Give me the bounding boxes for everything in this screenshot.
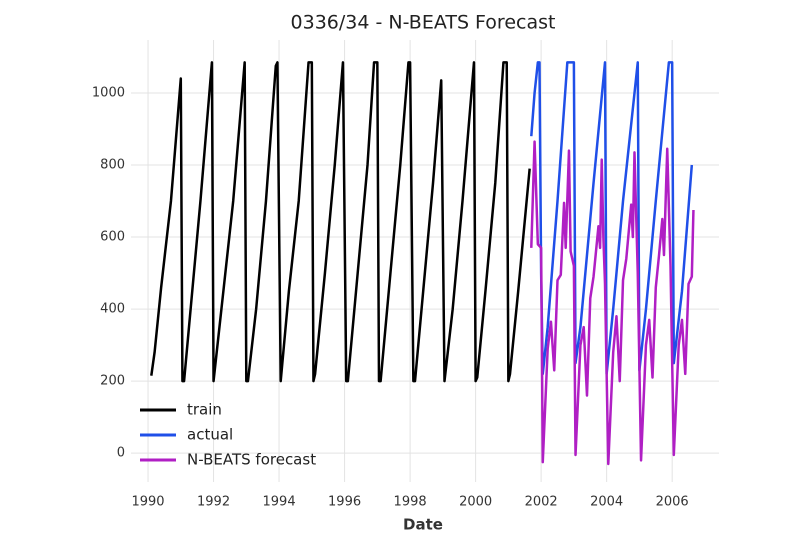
legend-label: actual [187, 426, 233, 444]
y-tick-label: 600 [100, 230, 125, 245]
x-tick-label: 1992 [197, 495, 230, 510]
y-tick-label: 0 [117, 446, 125, 461]
x-tick-label: 1990 [131, 495, 164, 510]
x-tick-label: 2002 [525, 495, 558, 510]
line-series [530, 140, 695, 466]
x-tick-label: 2004 [590, 495, 623, 510]
chart-title: 0336/34 - N-BEATS Forecast [291, 12, 556, 34]
x-axis-label: Date [403, 516, 443, 534]
legend-label: N-BEATS forecast [187, 451, 316, 469]
line-series [150, 61, 531, 383]
x-tick-label: 1994 [263, 495, 296, 510]
y-tick-label: 1000 [92, 85, 125, 100]
x-tick-label: 2000 [459, 495, 492, 510]
x-tick-label: 1998 [394, 495, 427, 510]
y-tick-label: 200 [100, 374, 125, 389]
y-tick-label: 800 [100, 157, 125, 172]
y-tick-label: 400 [100, 302, 125, 317]
x-tick-label: 2006 [656, 495, 689, 510]
x-tick-label: 1996 [328, 495, 361, 510]
legend-label: train [187, 401, 222, 419]
